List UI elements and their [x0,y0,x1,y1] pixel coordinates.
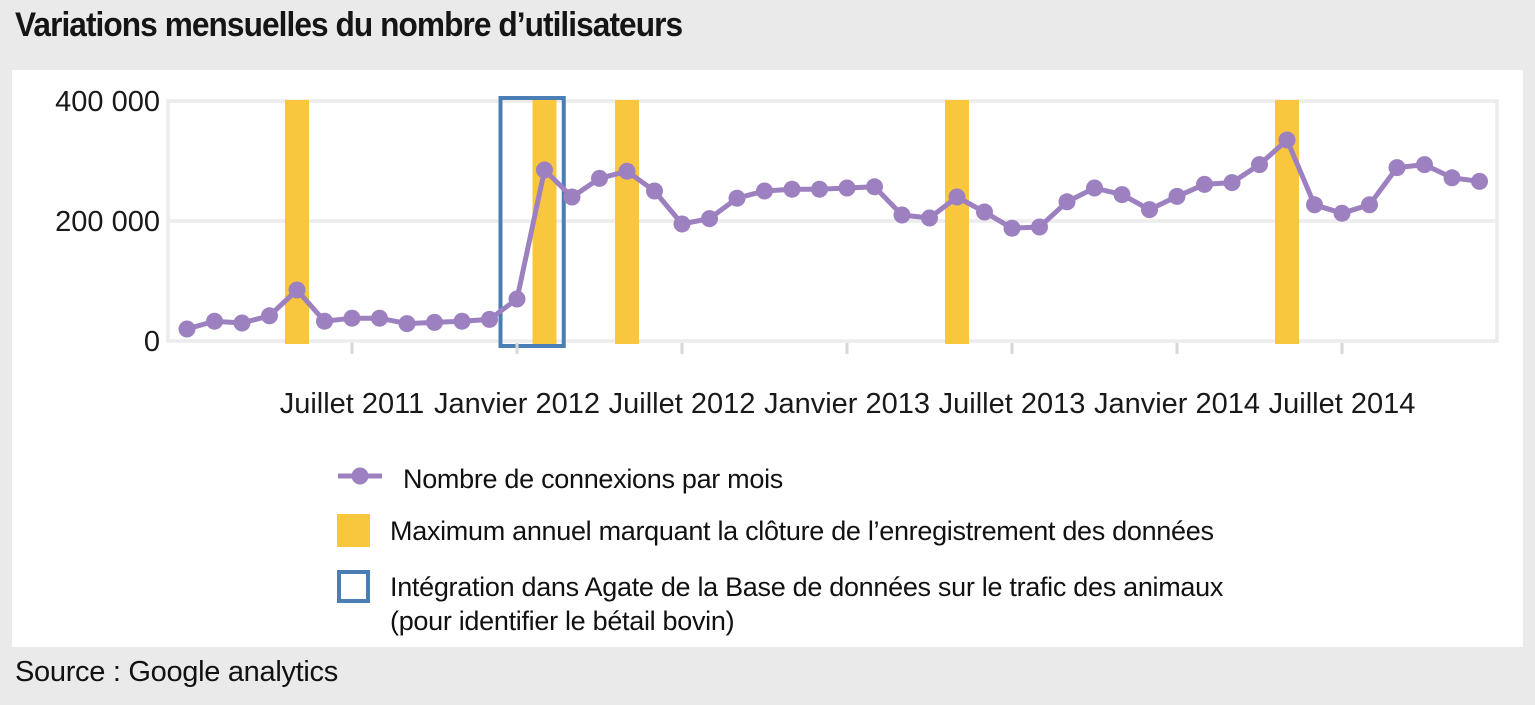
legend-label-connections: Nombre de connexions par mois [403,464,783,494]
data-point [618,162,636,180]
source-note: Source : Google analytics [15,656,338,688]
annual-max-swatch-icon [337,514,370,547]
y-tick-label: 400 000 [55,86,160,118]
data-point [1086,179,1103,197]
data-point [838,179,856,197]
y-tick-label: 0 [144,326,160,358]
data-point [1278,131,1296,149]
data-point [1416,156,1433,174]
data-point [1058,193,1076,211]
legend-label-integration-line2: (pour identifier le bétail bovin) [390,606,735,636]
legend-label-integration-line1: Intégration dans Agate de la Base de don… [390,572,1224,602]
x-tick-label: Juillet 2013 [939,388,1086,420]
y-tick-label: 200 000 [55,206,160,238]
x-tick-label: Janvier 2014 [1094,388,1260,420]
data-point [756,182,773,200]
legend-label-annual-max: Maximum annuel marquant la clôture de l’… [390,516,1214,546]
data-point [701,210,718,228]
data-point [371,309,388,327]
legend-item-connections: Nombre de connexions par mois [337,462,783,496]
legend-item-annual-max: Maximum annuel marquant la clôture de l’… [337,514,1214,548]
data-point [921,209,938,227]
data-point [673,215,691,233]
data-point [453,312,471,330]
data-point [178,320,196,338]
data-point [866,178,883,196]
annual-max-bar [532,100,557,344]
data-point [343,309,361,327]
data-point [1361,196,1378,214]
data-point [1223,174,1241,192]
data-point [1251,156,1268,174]
line-marker-icon [338,467,382,485]
data-point [1388,159,1406,177]
data-point [1168,187,1186,205]
data-point [398,315,416,333]
data-point [563,188,581,206]
legend-label-integration: Intégration dans Agate de la Base de don… [390,570,1223,638]
data-point [646,182,663,200]
data-point [893,206,911,224]
data-point [948,188,966,206]
line-chart: Juillet 2011 Janvier 2012 Juillet 2012 Janv… [55,86,1499,420]
data-point [233,314,251,332]
integration-box [498,96,566,348]
data-point [206,312,223,330]
x-tick-label: Janvier 2013 [764,388,930,420]
data-point [976,203,993,221]
data-point [783,180,801,198]
annual-max-bar [285,100,309,344]
data-point [536,161,553,179]
page-title: Variations mensuelles du nombre d’utilis… [15,6,683,44]
data-point [728,189,746,207]
data-point [261,307,278,325]
data-point [1333,204,1351,222]
data-point [1471,172,1488,190]
data-point [591,169,608,187]
x-tick-label: Janvier 2012 [434,388,600,420]
data-point [508,290,526,308]
chart-legend: Nombre de connexions par mois Maximum an… [12,70,1523,647]
data-point [1141,201,1158,219]
data-point [1113,186,1131,204]
legend-item-integration: Intégration dans Agate de la Base de don… [337,570,1223,638]
data-point [481,310,498,328]
data-point [316,312,333,330]
annual-max-bar [945,100,969,344]
data-point [1443,169,1461,187]
data-point [426,313,443,331]
data-point [1031,218,1048,236]
data-point [1196,175,1213,193]
x-tick-label: Juillet 2014 [1269,388,1416,420]
data-point [1003,219,1021,237]
annual-max-bar [615,100,639,344]
x-tick-label: Juillet 2011 [280,388,425,420]
data-point [811,180,828,198]
x-tick-label: Juillet 2012 [609,388,756,420]
data-point [1306,196,1323,214]
integration-box-swatch-icon [337,570,370,603]
chart-panel: Juillet 2011 Janvier 2012 Juillet 2012 Janv… [12,70,1523,647]
data-point [288,281,306,299]
